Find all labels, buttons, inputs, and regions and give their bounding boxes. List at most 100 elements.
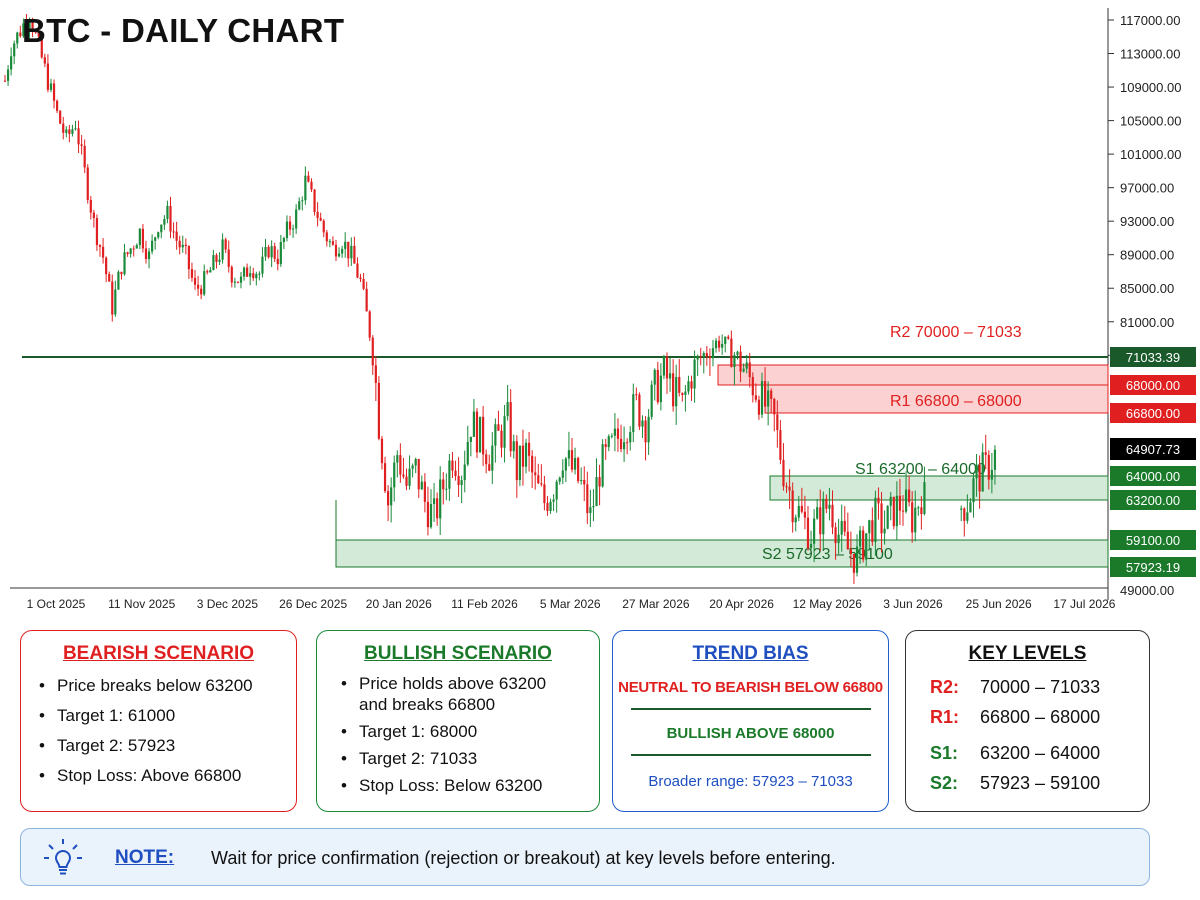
bullish-item: Target 1: 68000 [337, 721, 599, 742]
candle-body [702, 353, 705, 358]
candle-body [485, 454, 488, 465]
candle-body [601, 444, 604, 487]
candle-body [561, 470, 564, 478]
candle-body [760, 381, 764, 415]
y-tick-label: 113000.00 [1120, 47, 1181, 62]
candle-body [258, 273, 261, 275]
candle-body [279, 241, 282, 265]
candle-body [442, 479, 445, 490]
candle-body [141, 228, 145, 249]
key-level-row: S1: 63200 – 64000 [930, 741, 1149, 765]
candle-body [610, 435, 613, 437]
candle-body [828, 504, 831, 509]
key-levels-title: KEY LEVELS [968, 643, 1087, 664]
y-tick-label: 97000.00 [1120, 181, 1174, 196]
candle-body [865, 533, 868, 560]
candle-body [693, 359, 696, 389]
candle-body [307, 175, 310, 182]
trend-bias-card: TREND BIAS NEUTRAL TO BEARISH BELOW 6680… [612, 630, 889, 812]
candle-body [567, 450, 571, 459]
candle-body [402, 474, 405, 477]
candle-body [718, 340, 721, 348]
candle-body [874, 497, 877, 542]
candle-body [13, 43, 16, 57]
candle-body [463, 464, 466, 481]
candle-body [368, 311, 371, 338]
candle-body [255, 274, 258, 279]
candle-body [745, 362, 748, 369]
candle-body [549, 501, 552, 511]
candle-body [310, 181, 313, 190]
x-tick-label: 11 Nov 2025 [108, 597, 175, 611]
candle-body [426, 501, 430, 528]
y-tick-label: 89000.00 [1120, 248, 1174, 263]
candle-body [239, 276, 243, 283]
candle-body [908, 489, 911, 503]
candle-body [203, 271, 206, 295]
candle-body [518, 445, 521, 481]
x-tick-label: 3 Dec 2025 [197, 597, 259, 611]
candle-body [984, 452, 987, 455]
candle-body [613, 428, 616, 436]
candle-body [457, 476, 460, 485]
candle-body [187, 246, 190, 270]
candle-body [454, 470, 457, 477]
candle-body [595, 477, 598, 507]
candle-body [163, 218, 166, 225]
key-level-value: 70000 – 71033 [980, 677, 1101, 697]
candle-body [405, 476, 408, 486]
candle-body [494, 424, 497, 446]
zone-label-s1: S1 63200 – 64000 [855, 461, 986, 478]
candle-body [616, 428, 620, 439]
candle-body [509, 402, 512, 452]
candle-body [432, 498, 436, 505]
candle-body [114, 289, 117, 315]
candle-body [619, 438, 623, 450]
key-level-value: 63200 – 64000 [980, 743, 1101, 763]
candle-body [858, 530, 862, 547]
candle-body [420, 481, 423, 490]
candle-body [592, 506, 595, 508]
key-level-row: S2: 57923 – 59100 [930, 771, 1149, 795]
candle-body [224, 239, 227, 250]
candle-body [80, 144, 83, 146]
level-tag [1110, 466, 1196, 486]
candle-body [135, 245, 138, 249]
trend-bullish-text: BULLISH ABOVE 68000 [666, 725, 835, 742]
candle-body [598, 477, 601, 487]
candle-body [344, 241, 347, 249]
candle-body [129, 248, 132, 255]
candle-body [166, 205, 169, 219]
candle-body [341, 248, 344, 254]
candle-body [328, 241, 331, 243]
candle-body [334, 244, 338, 257]
candle-body [451, 460, 454, 471]
candle-body [89, 200, 92, 213]
candle-body [577, 457, 580, 482]
candle-body [396, 455, 399, 463]
candle-body [822, 498, 825, 535]
key-level-label: R1: [930, 707, 960, 727]
candle-body [246, 267, 249, 277]
level-tag [1110, 347, 1196, 367]
candle-body [83, 145, 86, 168]
candle-body [923, 482, 926, 515]
candle-body [347, 241, 350, 259]
candle-body [586, 484, 589, 514]
candle-body [190, 269, 194, 278]
candle-body [399, 455, 402, 475]
candle-body [19, 32, 22, 37]
candle-body [739, 351, 742, 372]
chart-area: 77000.0081000.0085000.0089000.0093000.00… [3, 8, 1196, 611]
candle-body [475, 411, 479, 453]
bullish-item: Stop Loss: Below 63200 [337, 775, 599, 796]
candle-body [589, 507, 592, 514]
candle-body [604, 444, 607, 448]
level-tag-label: 57923.19 [1126, 560, 1180, 575]
candle-body [362, 278, 365, 289]
candle-body [831, 504, 834, 528]
candle-body [482, 416, 485, 455]
candle-body [105, 257, 108, 275]
candle-body [699, 355, 702, 358]
candle-body [282, 238, 285, 242]
